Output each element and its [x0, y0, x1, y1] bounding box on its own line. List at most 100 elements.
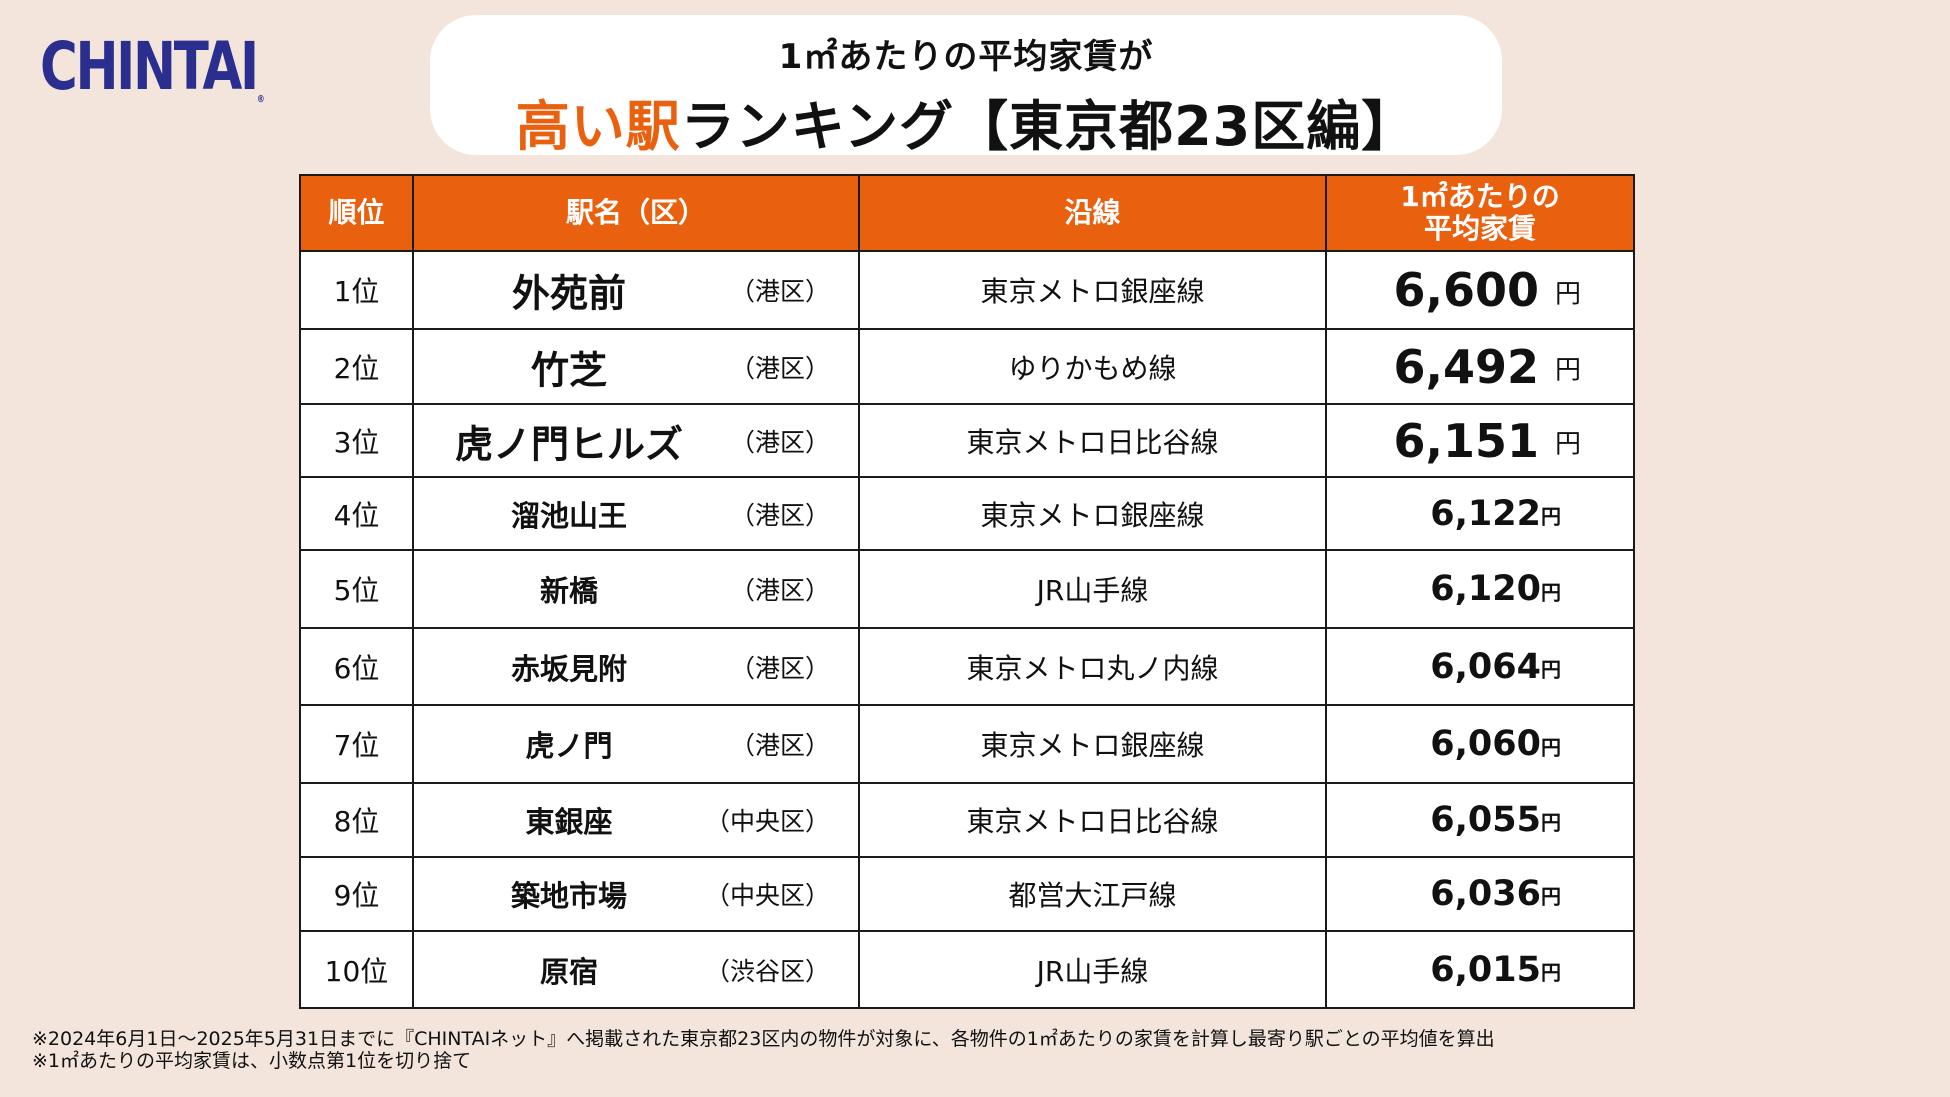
price-unit: 円: [1541, 580, 1561, 605]
table-row: 4位 溜池山王 （港区） 東京メトロ銀座線 6,122 円: [299, 476, 1635, 551]
table-row: 5位 新橋 （港区） JR山手線 6,120 円: [299, 549, 1635, 629]
rank-cell: 1位: [299, 250, 414, 330]
station-name: 築地市場: [510, 879, 627, 913]
ranking-table: 順位 駅名（区） 沿線 1㎡あたりの 平均家賃 1位 外苑前 （港区） 東京メトロ銀座…: [299, 174, 1635, 1009]
price-cell: 6,151 円: [1325, 403, 1635, 478]
header-line: 沿線: [858, 174, 1327, 252]
logo-text: CHINTAI: [40, 28, 259, 105]
station-name: 竹芝: [530, 348, 607, 392]
station-name: 新橋: [539, 574, 598, 608]
table-row: 10位 原宿 （渋谷区） JR山手線 6,015 円: [299, 930, 1635, 1009]
station-name: 赤坂見附: [510, 651, 627, 686]
station-cell: 赤坂見附 （港区）: [412, 627, 860, 706]
station-name: 虎ノ門: [525, 729, 613, 763]
title-heading: 高い駅ランキング【東京都23区編】: [430, 82, 1502, 161]
line-cell: 都営大江戸線: [858, 856, 1327, 932]
price-value: 6,122: [1430, 493, 1541, 534]
line-cell: ゆりかもめ線: [858, 328, 1327, 405]
header-price-line1: 1㎡あたりの: [1400, 180, 1560, 213]
rank-cell: 9位: [299, 856, 414, 932]
price-cell: 6,015 円: [1325, 930, 1635, 1009]
ward-name: （港区）: [729, 576, 830, 605]
station-name: 東銀座: [525, 805, 613, 839]
price-unit: 円: [1541, 960, 1561, 985]
price-cell: 6,600 円: [1325, 250, 1635, 330]
price-unit: 円: [1541, 810, 1561, 835]
line-cell: JR山手線: [858, 549, 1327, 629]
footnotes: ※2024年6月1日～2025年5月31日までに『CHINTAIネット』へ掲載さ…: [32, 1028, 1495, 1072]
header-price-line2: 平均家賃: [1423, 212, 1536, 245]
ward-name: （中央区）: [704, 807, 830, 836]
line-cell: JR山手線: [858, 930, 1327, 1009]
title-main-text: ランキング【東京都23区編】: [680, 95, 1417, 158]
price-value: 6,060: [1430, 724, 1541, 764]
station-cell: 原宿 （渋谷区）: [412, 930, 860, 1009]
price-cell: 6,120 円: [1325, 549, 1635, 629]
ward-name: （港区）: [729, 500, 830, 530]
table-row: 6位 赤坂見附 （港区） 東京メトロ丸ノ内線 6,064 円: [299, 627, 1635, 706]
price-value: 6,055: [1430, 800, 1541, 840]
table-row: 7位 虎ノ門 （港区） 東京メトロ銀座線 6,060 円: [299, 704, 1635, 784]
ward-name: （港区）: [729, 427, 830, 457]
station-cell: 外苑前 （港区）: [412, 250, 860, 330]
table-row: 9位 築地市場 （中央区） 都営大江戸線 6,036 円: [299, 856, 1635, 932]
header-price: 1㎡あたりの 平均家賃: [1325, 174, 1635, 252]
ward-name: （中央区）: [704, 881, 830, 910]
rank-cell: 6位: [299, 627, 414, 706]
price-cell: 6,492 円: [1325, 328, 1635, 405]
price-unit: 円: [1541, 735, 1561, 760]
station-name: 原宿: [539, 954, 598, 989]
price-unit: 円: [1554, 429, 1581, 460]
title-accent: 高い駅: [515, 95, 681, 158]
price-cell: 6,122 円: [1325, 476, 1635, 551]
price-unit: 円: [1554, 355, 1581, 386]
price-unit: 円: [1541, 657, 1561, 682]
rank-cell: 7位: [299, 704, 414, 784]
ward-name: （港区）: [729, 653, 830, 683]
price-value: 6,036: [1430, 874, 1541, 914]
footnote-1: ※2024年6月1日～2025年5月31日までに『CHINTAIネット』へ掲載さ…: [32, 1028, 1495, 1050]
rank-cell: 5位: [299, 549, 414, 629]
line-cell: 東京メトロ日比谷線: [858, 782, 1327, 858]
rank-cell: 2位: [299, 328, 414, 405]
line-cell: 東京メトロ銀座線: [858, 250, 1327, 330]
line-cell: 東京メトロ銀座線: [858, 476, 1327, 551]
ward-name: （渋谷区）: [704, 956, 830, 986]
station-name: 溜池山王: [510, 498, 627, 533]
line-cell: 東京メトロ銀座線: [858, 704, 1327, 784]
station-cell: 溜池山王 （港区）: [412, 476, 860, 551]
price-unit: 円: [1541, 504, 1561, 529]
header-rank: 順位: [299, 174, 414, 252]
price-value: 6,151: [1393, 413, 1539, 468]
line-cell: 東京メトロ日比谷線: [858, 403, 1327, 478]
station-cell: 虎ノ門ヒルズ （港区）: [412, 403, 860, 478]
station-cell: 築地市場 （中央区）: [412, 856, 860, 932]
station-cell: 新橋 （港区）: [412, 549, 860, 629]
table-row: 2位 竹芝 （港区） ゆりかもめ線 6,492 円: [299, 328, 1635, 405]
price-cell: 6,036 円: [1325, 856, 1635, 932]
title-subheading: 1㎡あたりの平均家賃が: [778, 37, 1154, 77]
rank-cell: 4位: [299, 476, 414, 551]
table-row: 8位 東銀座 （中央区） 東京メトロ日比谷線 6,055 円: [299, 782, 1635, 858]
price-value: 6,120: [1430, 569, 1541, 609]
table-header-row: 順位 駅名（区） 沿線 1㎡あたりの 平均家賃: [299, 174, 1635, 252]
ward-name: （港区）: [729, 277, 830, 306]
header-station: 駅名（区）: [412, 174, 860, 252]
station-name: 外苑前: [511, 271, 626, 316]
footnote-2: ※1㎡あたりの平均家賃は、小数点第1位を切り捨て: [32, 1050, 472, 1072]
price-cell: 6,060 円: [1325, 704, 1635, 784]
rank-cell: 3位: [299, 403, 414, 478]
price-value: 6,492: [1393, 339, 1539, 394]
price-cell: 6,064 円: [1325, 627, 1635, 706]
logo-registered-mark: ®: [256, 94, 265, 105]
price-unit: 円: [1541, 884, 1561, 909]
price-cell: 6,055 円: [1325, 782, 1635, 858]
price-value: 6,015: [1430, 949, 1541, 990]
line-cell: 東京メトロ丸ノ内線: [858, 627, 1327, 706]
station-cell: 虎ノ門 （港区）: [412, 704, 860, 784]
title-banner: 1㎡あたりの平均家賃が 高い駅ランキング【東京都23区編】: [430, 15, 1502, 158]
station-cell: 東銀座 （中央区）: [412, 782, 860, 858]
table-row: 3位 虎ノ門ヒルズ （港区） 東京メトロ日比谷線 6,151 円: [299, 403, 1635, 478]
price-unit: 円: [1554, 279, 1581, 310]
station-cell: 竹芝 （港区）: [412, 328, 860, 405]
